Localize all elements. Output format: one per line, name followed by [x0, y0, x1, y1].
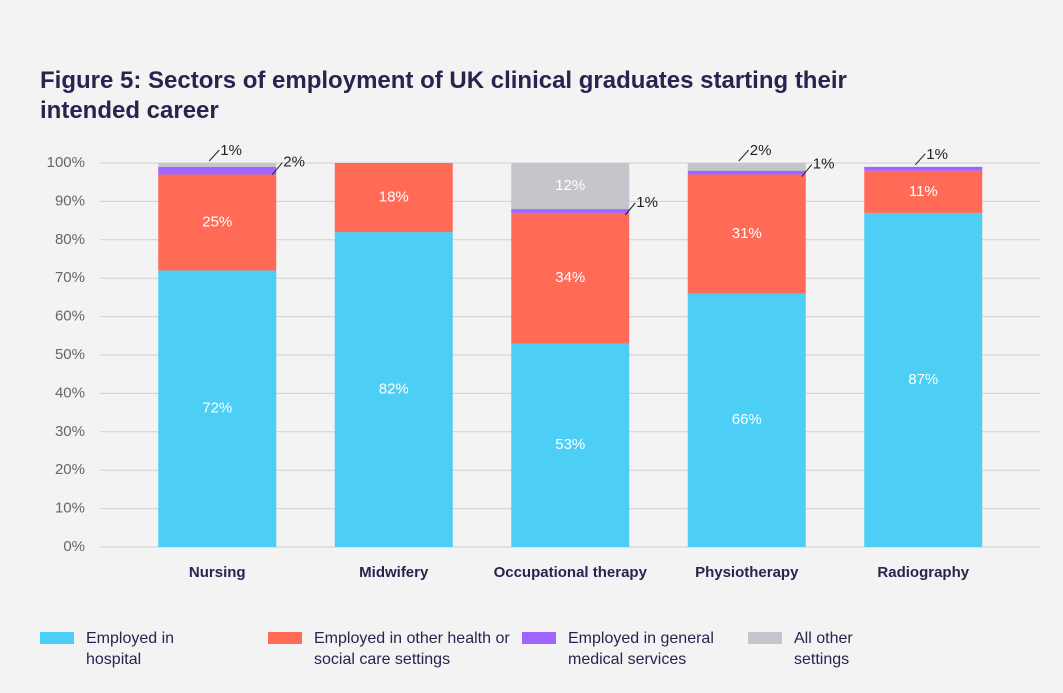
bar-segment	[864, 170, 983, 213]
legend-swatch	[268, 632, 302, 644]
data-label: 1%	[220, 142, 242, 159]
bar-segment	[687, 170, 806, 175]
y-tick-label: 10%	[55, 500, 85, 517]
data-label: 1%	[926, 146, 948, 163]
data-label: 53%	[555, 436, 585, 453]
leader-line	[801, 164, 813, 177]
legend-label: Employed in hospital	[86, 630, 175, 668]
data-label: 31%	[732, 225, 762, 242]
data-label: 25%	[202, 213, 232, 230]
x-tick-label: Nursing	[189, 564, 246, 581]
legend: Employed in hospital Employed in other he…	[40, 628, 898, 670]
y-tick-label: 20%	[55, 461, 85, 478]
y-tick-label: 80%	[55, 231, 85, 248]
bar-segment	[158, 163, 277, 167]
bar-segment	[511, 343, 630, 547]
leader-line	[271, 162, 283, 176]
bar-segment	[158, 270, 277, 547]
data-label: 87%	[908, 371, 938, 388]
bar-segment	[864, 212, 983, 548]
y-tick-label: 90%	[55, 192, 85, 209]
bar-segment	[687, 163, 806, 171]
x-tick-label: Radiography	[877, 564, 969, 581]
leader-line	[208, 149, 220, 162]
data-label: 18%	[379, 189, 409, 206]
x-tick-label: Occupational therapy	[494, 564, 648, 581]
y-tick-label: 30%	[55, 423, 85, 440]
leader-line	[738, 149, 750, 162]
legend-swatch	[522, 632, 556, 644]
bar-segment	[334, 232, 453, 547]
data-label: 11%	[909, 183, 938, 200]
y-tick-label: 50%	[55, 346, 85, 363]
y-tick-label: 40%	[55, 384, 85, 401]
bar-segment	[511, 209, 630, 213]
legend-swatch	[748, 632, 782, 644]
chart-title: Figure 5: Sectors of employment of UK cl…	[40, 67, 847, 124]
data-label: 82%	[379, 381, 409, 398]
legend-label: Employed in other health or social care …	[314, 630, 510, 668]
legend-label: All other settings	[794, 630, 853, 668]
bar-segment	[334, 163, 453, 233]
data-label: 1%	[636, 194, 658, 211]
y-tick-label: 70%	[55, 269, 85, 286]
y-tick-label: 60%	[55, 308, 85, 325]
bar-segment	[864, 166, 983, 171]
x-tick-label: Midwifery	[359, 564, 429, 581]
leader-line	[914, 153, 926, 166]
y-tick-label: 100%	[47, 154, 85, 171]
data-label: 1%	[813, 156, 835, 173]
bar-segment	[687, 174, 806, 294]
leader-line	[624, 202, 636, 216]
data-label: 66%	[732, 411, 762, 428]
data-label: 12%	[555, 177, 585, 194]
y-tick-label: 0%	[63, 538, 85, 555]
x-tick-label: Physiotherapy	[695, 564, 799, 581]
bar-segment	[687, 293, 806, 547]
legend-item: All other settings	[748, 628, 898, 670]
data-label: 72%	[202, 400, 232, 417]
legend-item: Employed in general medical services	[522, 628, 748, 670]
data-label: 2%	[283, 154, 305, 171]
bar-segment	[511, 163, 630, 210]
data-label: 2%	[750, 142, 772, 159]
bar-segment	[511, 212, 630, 344]
legend-item: Employed in hospital	[40, 628, 268, 670]
bar-segment	[158, 166, 277, 175]
legend-item: Employed in other health or social care …	[268, 628, 522, 670]
bar-segment	[158, 174, 277, 271]
data-label: 34%	[555, 269, 585, 286]
legend-swatch	[40, 632, 74, 644]
legend-label: Employed in general medical services	[568, 630, 714, 668]
